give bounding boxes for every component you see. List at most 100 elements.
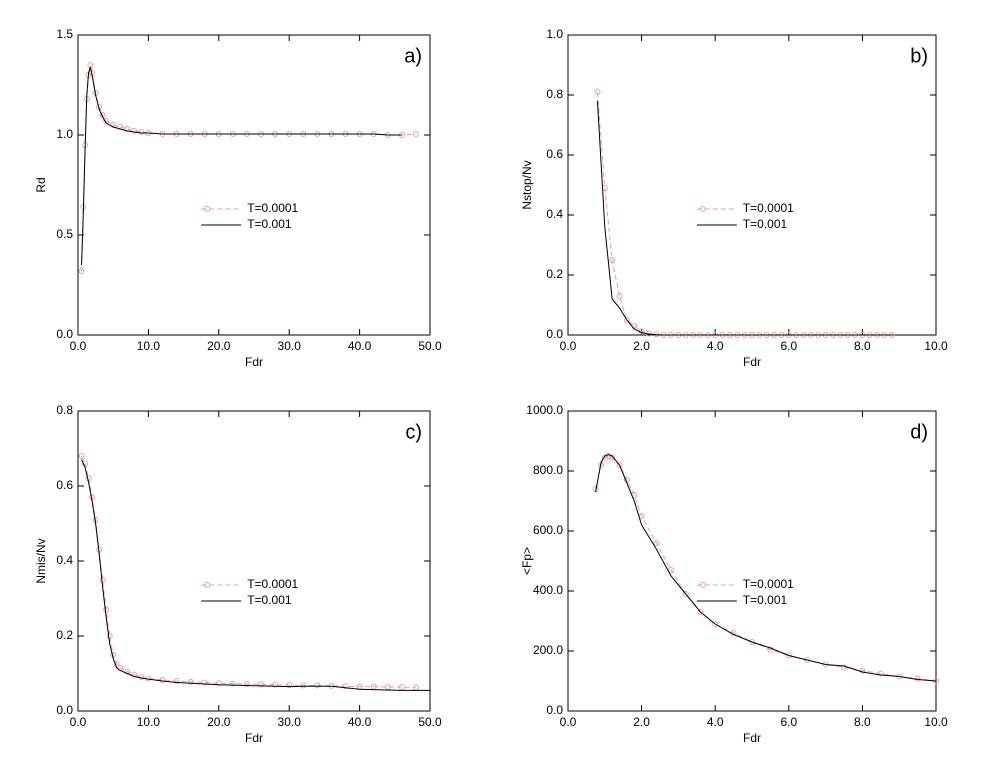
y-tick-label: 1.0	[56, 127, 73, 141]
data-point	[106, 633, 113, 639]
x-tick-label: 2.0	[633, 715, 650, 729]
x-tick-label: 30.0	[278, 715, 302, 729]
data-point	[398, 684, 405, 690]
x-tick-label: 40.0	[348, 339, 372, 353]
series-line	[81, 64, 416, 272]
x-tick-label: 30.0	[278, 339, 302, 353]
data-point	[749, 639, 755, 645]
data-point	[668, 567, 675, 573]
y-tick-label: 0.2	[546, 267, 563, 281]
series-line	[81, 66, 402, 266]
x-axis-label: Fdr	[743, 731, 761, 745]
data-point	[609, 454, 616, 461]
data-point	[314, 682, 321, 689]
x-tick-label: 2.0	[633, 339, 650, 353]
plot-frame	[77, 34, 431, 336]
y-tick-label: 200.0	[533, 643, 563, 657]
data-point	[243, 681, 250, 687]
series-line	[81, 459, 430, 691]
y-tick-label: 0.0	[56, 327, 73, 341]
y-tick-label: 400.0	[533, 583, 563, 597]
legend-marker	[204, 582, 211, 588]
legend-marker	[699, 206, 706, 212]
x-tick-label: 50.0	[418, 339, 442, 353]
x-tick-label: 8.0	[854, 715, 871, 729]
x-tick-label: 0.0	[560, 715, 577, 729]
y-tick-label: 1.5	[56, 27, 73, 41]
x-tick-label: 50.0	[418, 715, 442, 729]
y-axis-label: <Fp>	[520, 547, 534, 575]
data-point	[78, 268, 85, 274]
x-tick-label: 20.0	[207, 715, 231, 729]
data-point	[187, 678, 194, 685]
legend-label: T=0.0001	[743, 577, 794, 591]
x-tick-label: 6.0	[780, 339, 797, 353]
x-tick-label: 10.0	[924, 715, 948, 729]
data-point	[682, 591, 689, 597]
legend-label: T=0.0001	[743, 201, 794, 215]
data-point	[272, 681, 279, 688]
y-tick-label: 0.6	[56, 478, 73, 492]
data-point	[159, 676, 166, 683]
data-point	[594, 89, 601, 95]
data-point	[601, 454, 608, 461]
x-tick-label: 40.0	[348, 715, 372, 729]
plot-frame	[567, 410, 937, 712]
legend-label: T=0.001	[743, 217, 788, 231]
x-axis-label: Fdr	[245, 355, 263, 369]
data-point	[616, 293, 623, 299]
y-tick-label: 800.0	[533, 463, 563, 477]
data-point	[78, 453, 85, 459]
data-point	[131, 128, 138, 134]
data-point	[286, 682, 293, 689]
x-tick-label: 8.0	[854, 339, 871, 353]
x-tick-label: 0.0	[70, 339, 87, 353]
y-axis-label: Nstop/Nv	[520, 160, 534, 209]
x-tick-label: 0.0	[560, 339, 577, 353]
y-tick-label: 0.2	[56, 628, 73, 642]
data-point	[82, 460, 89, 467]
data-point	[138, 129, 145, 135]
x-axis-label: Fdr	[245, 731, 263, 745]
data-point	[131, 671, 138, 678]
y-tick-label: 0.6	[546, 147, 563, 161]
data-point	[712, 621, 719, 627]
data-point	[616, 462, 623, 468]
data-point	[229, 680, 236, 687]
series-line	[596, 100, 892, 336]
y-axis-label: Nmis/Nv	[34, 538, 48, 583]
legend-label: T=0.001	[247, 217, 292, 231]
y-tick-label: 1.0	[546, 27, 563, 41]
data-point	[342, 683, 349, 690]
data-point	[215, 680, 222, 687]
data-point	[412, 684, 419, 691]
x-tick-label: 20.0	[207, 339, 231, 353]
data-point	[173, 678, 180, 684]
y-tick-label: 0.0	[546, 703, 563, 717]
legend-marker	[699, 582, 706, 588]
y-axis-label: Rd	[34, 177, 48, 192]
x-tick-label: 10.0	[137, 715, 161, 729]
data-point	[258, 681, 265, 688]
legend-label: T=0.001	[247, 593, 292, 607]
y-tick-label: 0.4	[546, 207, 563, 221]
y-tick-label: 0.5	[56, 227, 73, 241]
data-point	[623, 317, 630, 323]
panel-label: b)	[910, 45, 928, 67]
series-line	[595, 453, 937, 682]
data-point	[609, 257, 616, 263]
legend-label: T=0.0001	[247, 201, 298, 215]
x-tick-label: 0.0	[70, 715, 87, 729]
x-tick-label: 10.0	[924, 339, 948, 353]
data-point	[859, 667, 866, 674]
y-tick-label: 0.4	[56, 553, 73, 567]
series-line	[81, 455, 416, 688]
data-point	[300, 682, 307, 689]
data-point	[103, 606, 110, 613]
data-point	[785, 652, 792, 659]
legend-label: T=0.0001	[247, 577, 298, 591]
panel-label: c)	[405, 421, 422, 443]
x-tick-label: 10.0	[137, 339, 161, 353]
